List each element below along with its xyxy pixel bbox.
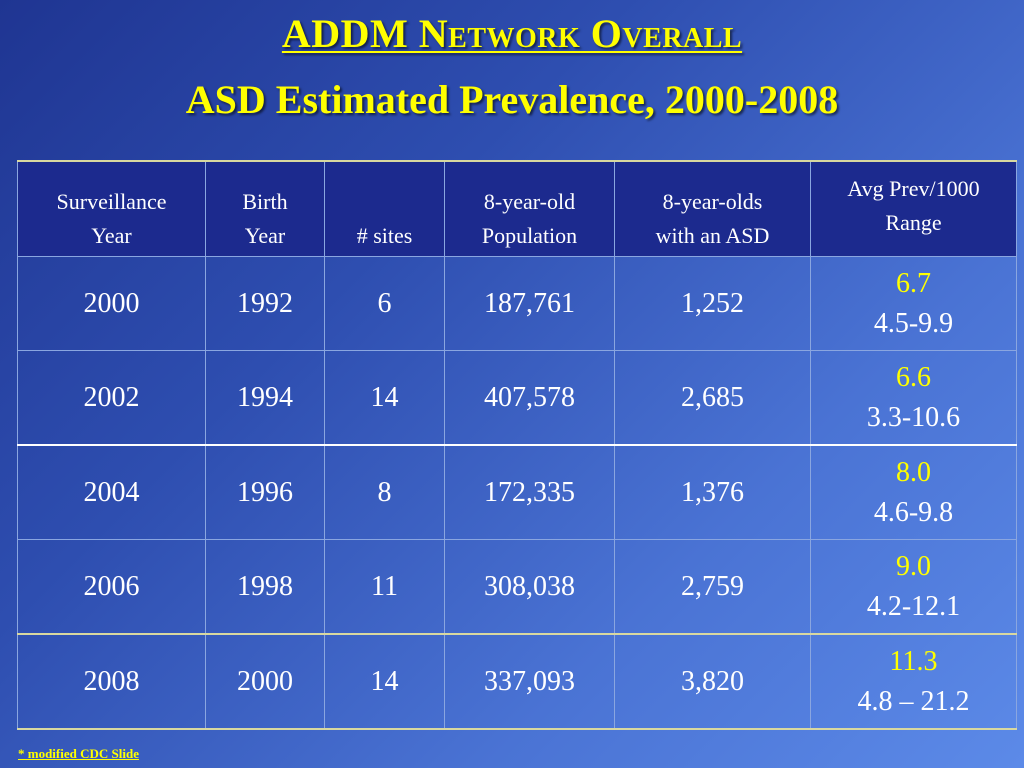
source-footnote: * modified CDC Slide (18, 746, 139, 761)
cell-asd-count: 3,820 (614, 633, 811, 730)
table-header-row: Surveillance Year Birth Year # sites 8-y… (17, 160, 1017, 257)
table-row: 2000 1992 6 187,761 1,252 6.7 4.5-9.9 (17, 256, 1017, 351)
cell-birth-year: 1994 (205, 350, 325, 446)
table-row: 2004 1996 8 172,335 1,376 8.0 4.6-9.8 (17, 444, 1017, 540)
range-value: 4.6-9.8 (873, 496, 954, 528)
avg-value: 8.0 (896, 456, 931, 488)
header-population: 8-year-old Population (444, 160, 615, 257)
header-sites: # sites (324, 160, 445, 257)
header-asd-count: 8-year-olds with an ASD (614, 160, 811, 257)
cell-birth-year: 1992 (205, 256, 325, 351)
cell-sites: 11 (324, 539, 445, 635)
cell-population: 308,038 (444, 539, 615, 635)
range-value: 4.5-9.9 (873, 307, 954, 339)
cell-surveillance-year: 2006 (17, 539, 206, 635)
table-row: 2006 1998 11 308,038 2,759 9.0 4.2-12.1 (17, 539, 1017, 635)
header-surveillance-year: Surveillance Year (17, 160, 206, 257)
range-value: 3.3-10.6 (866, 401, 961, 433)
cell-asd-count: 1,252 (614, 256, 811, 351)
cell-avg-prevalence: 8.0 4.6-9.8 (810, 444, 1017, 540)
range-value: 4.2-12.1 (866, 590, 961, 622)
title-line-network: ADDM Network Overall (281, 11, 743, 56)
cell-population: 172,335 (444, 444, 615, 540)
cell-avg-prevalence: 11.3 4.8 – 21.2 (810, 633, 1017, 730)
cell-sites: 14 (324, 350, 445, 446)
cell-asd-count: 1,376 (614, 444, 811, 540)
slide-title: ADDM Network Overall ASD Estimated Preva… (0, 10, 1024, 124)
cell-asd-count: 2,759 (614, 539, 811, 635)
cell-population: 337,093 (444, 633, 615, 730)
header-birth-year: Birth Year (205, 160, 325, 257)
cell-avg-prevalence: 9.0 4.2-12.1 (810, 539, 1017, 635)
title-line-prevalence: ASD Estimated Prevalence, 2000-2008 (185, 77, 839, 122)
cell-sites: 14 (324, 633, 445, 730)
table-row: 2008 2000 14 337,093 3,820 11.3 4.8 – 21… (17, 633, 1017, 730)
prevalence-table: Surveillance Year Birth Year # sites 8-y… (17, 160, 1017, 730)
table-row: 2002 1994 14 407,578 2,685 6.6 3.3-10.6 (17, 350, 1017, 446)
cell-surveillance-year: 2008 (17, 633, 206, 730)
cell-sites: 6 (324, 256, 445, 351)
range-value: 4.8 – 21.2 (857, 685, 970, 717)
cell-sites: 8 (324, 444, 445, 540)
cell-birth-year: 1998 (205, 539, 325, 635)
avg-value: 11.3 (889, 645, 938, 677)
avg-value: 6.6 (896, 361, 931, 393)
cell-population: 407,578 (444, 350, 615, 446)
cell-surveillance-year: 2000 (17, 256, 206, 351)
cell-asd-count: 2,685 (614, 350, 811, 446)
header-avg-prevalence: Avg Prev/1000 Range (810, 160, 1017, 257)
cell-population: 187,761 (444, 256, 615, 351)
cell-avg-prevalence: 6.6 3.3-10.6 (810, 350, 1017, 446)
avg-value: 6.7 (896, 267, 931, 299)
cell-avg-prevalence: 6.7 4.5-9.9 (810, 256, 1017, 351)
avg-value: 9.0 (896, 550, 931, 582)
cell-birth-year: 1996 (205, 444, 325, 540)
cell-surveillance-year: 2004 (17, 444, 206, 540)
cell-birth-year: 2000 (205, 633, 325, 730)
cell-surveillance-year: 2002 (17, 350, 206, 446)
